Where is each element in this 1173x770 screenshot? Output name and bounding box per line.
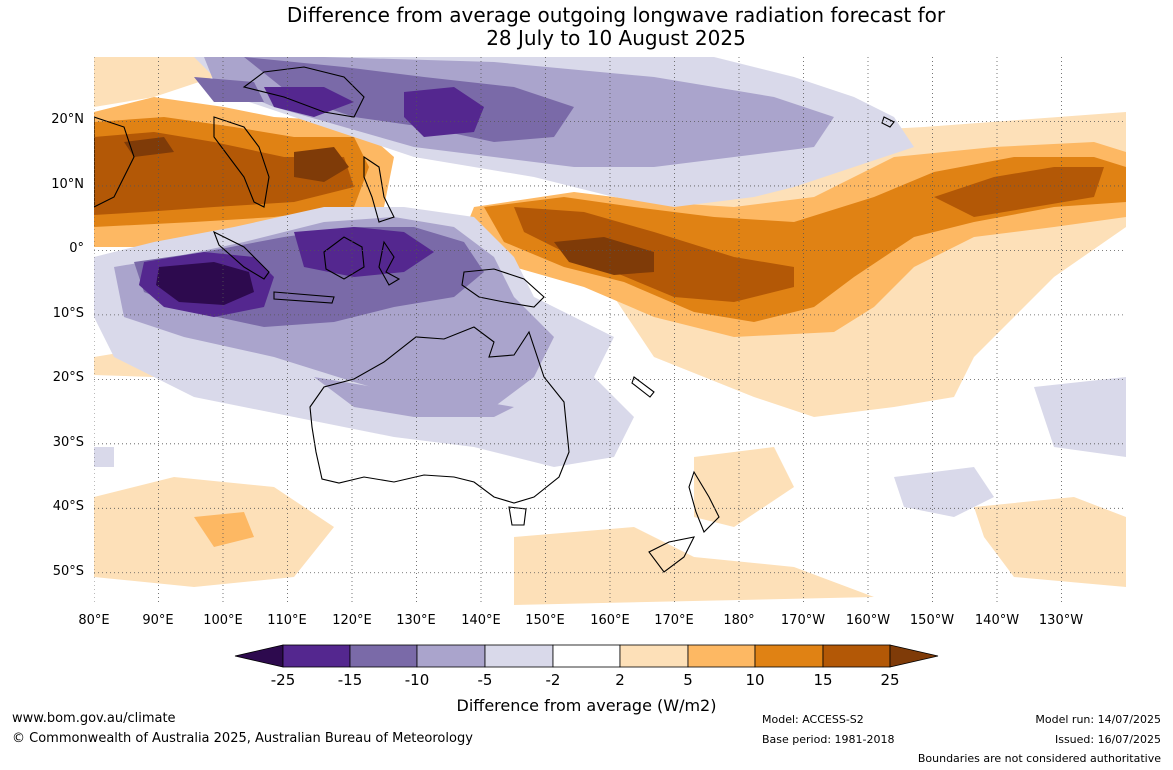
lon-label-90e: 90°E <box>142 613 174 628</box>
new-guinea-coastline <box>461 268 545 308</box>
lon-label-150w: 150°W <box>909 613 955 628</box>
colorbar-bin-6 <box>619 644 689 668</box>
lon-label-80e: 80°E <box>78 613 110 628</box>
colorbar-label: Difference from average (W/m2) <box>456 696 717 715</box>
lat-label-40s: 40°S <box>52 499 84 514</box>
colorbar-bin-7 <box>687 644 756 668</box>
colorbar-bin-2 <box>349 644 418 668</box>
hawaii-coastline <box>881 116 895 128</box>
footer-base-period: Base period: 1981-2018 <box>762 733 895 746</box>
colorbar-tick-4: -2 <box>545 671 561 689</box>
lat-label-30s: 30°S <box>52 435 84 450</box>
map-gridlines <box>94 57 1126 605</box>
new-caledonia-coastline <box>631 376 655 398</box>
lon-label-130e: 130°E <box>396 613 436 628</box>
footer-model-run: Model run: 14/07/2025 <box>1035 713 1161 726</box>
olr-anomaly-map <box>94 57 1126 605</box>
footer-issued: Issued: 16/07/2025 <box>1054 733 1161 746</box>
colorbar-bin-5 <box>552 644 621 668</box>
anomaly-shading <box>94 57 1126 605</box>
lon-label-140w: 140°W <box>974 613 1020 628</box>
title-line-1: Difference from average outgoing longwav… <box>286 3 946 27</box>
lon-label-100e: 100°E <box>203 613 243 628</box>
colorbar-max-extension <box>889 644 939 668</box>
borneo-coastline <box>323 236 365 280</box>
colorbar-tick-2: -10 <box>404 671 430 689</box>
footer-model: Model: ACCESS-S2 <box>762 713 864 726</box>
philippines-coastline <box>363 155 395 223</box>
lat-label-10s: 10°S <box>52 306 84 321</box>
tasmania-coastline <box>508 506 527 526</box>
colorbar-tick-1: -15 <box>337 671 363 689</box>
lon-label-160w: 160°W <box>845 613 891 628</box>
map-title: Difference from average outgoing longwav… <box>0 4 1173 50</box>
sumatra-coastline <box>212 230 270 280</box>
colorbar-tick-9: 25 <box>880 671 900 689</box>
colorbar-min-extension <box>234 644 284 668</box>
colorbar-tick-0: -25 <box>270 671 296 689</box>
new-zealand-south-coastline <box>648 536 695 573</box>
colorbar-tick-3: -5 <box>477 671 493 689</box>
footer-copyright: © Commonwealth of Australia 2025, Austra… <box>12 731 473 746</box>
lat-label-20s: 20°S <box>52 370 84 385</box>
lon-label-160e: 160°E <box>590 613 630 628</box>
lon-label-130w: 130°W <box>1038 613 1084 628</box>
lon-label-120e: 120°E <box>332 613 372 628</box>
australia-coastline <box>309 326 570 504</box>
lat-label-50s: 50°S <box>52 564 84 579</box>
coastlines <box>94 66 895 573</box>
colorbar-bin-1 <box>282 644 351 668</box>
colorbar-tick-8: 15 <box>813 671 833 689</box>
lat-label-20n: 20°N <box>51 112 84 127</box>
lon-label-170w: 170°W <box>780 613 826 628</box>
lon-label-170e: 170°E <box>654 613 694 628</box>
footer-url[interactable]: www.bom.gov.au/climate <box>12 711 176 726</box>
sulawesi-coastline <box>378 240 401 286</box>
footer-disclaimer: Boundaries are not considered authoritat… <box>917 752 1161 765</box>
colorbar-bin-8 <box>754 644 824 668</box>
south-china-coastline <box>242 66 365 118</box>
lon-label-180: 180° <box>723 613 755 628</box>
colorbar <box>234 644 939 668</box>
colorbar-bin-9 <box>822 644 891 668</box>
new-zealand-north-coastline <box>688 470 720 533</box>
colorbar-tick-7: 10 <box>745 671 765 689</box>
colorbar-bin-3 <box>416 644 486 668</box>
colorbar-bin-4 <box>484 644 554 668</box>
lat-label-0: 0° <box>69 241 84 256</box>
indochina-coastline <box>213 116 270 208</box>
lon-label-140e: 140°E <box>461 613 501 628</box>
colorbar-tick-6: 5 <box>683 671 693 689</box>
title-line-2: 28 July to 10 August 2025 <box>486 26 746 50</box>
india-coastline <box>94 116 135 208</box>
lon-label-110e: 110°E <box>267 613 307 628</box>
lon-label-150e: 150°E <box>525 613 565 628</box>
java-coastline <box>273 291 335 304</box>
colorbar-tick-5: 2 <box>615 671 625 689</box>
lat-label-10n: 10°N <box>51 177 84 192</box>
